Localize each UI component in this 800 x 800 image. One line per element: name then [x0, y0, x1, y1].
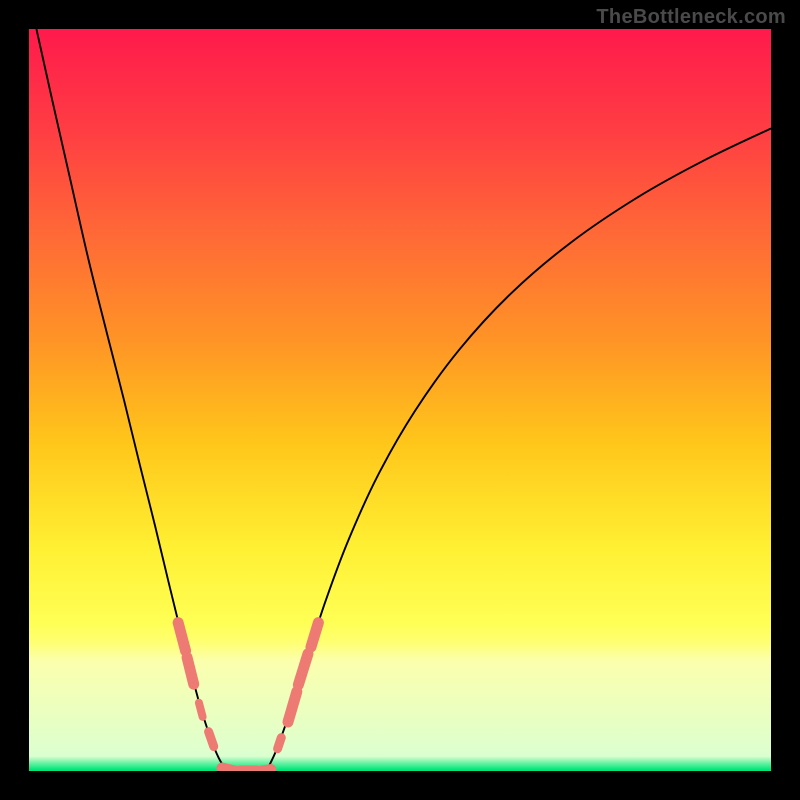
marker-capsule: [209, 732, 214, 747]
marker-group: [178, 623, 318, 771]
marker-capsule: [178, 623, 185, 651]
marker-capsule: [278, 738, 282, 749]
marker-capsule: [288, 692, 297, 722]
marker-capsule: [199, 703, 203, 717]
marker-capsule: [187, 657, 194, 684]
curve-layer-svg: [29, 29, 771, 771]
curve-right: [266, 128, 771, 771]
curve-left: [36, 29, 229, 771]
marker-capsule: [222, 768, 235, 771]
marker-capsule: [298, 654, 308, 685]
watermark-text: TheBottleneck.com: [596, 6, 786, 29]
marker-capsule: [311, 623, 318, 647]
marker-capsule: [261, 770, 271, 771]
figure-root: TheBottleneck.com: [0, 0, 800, 800]
plot-area: [29, 29, 771, 771]
